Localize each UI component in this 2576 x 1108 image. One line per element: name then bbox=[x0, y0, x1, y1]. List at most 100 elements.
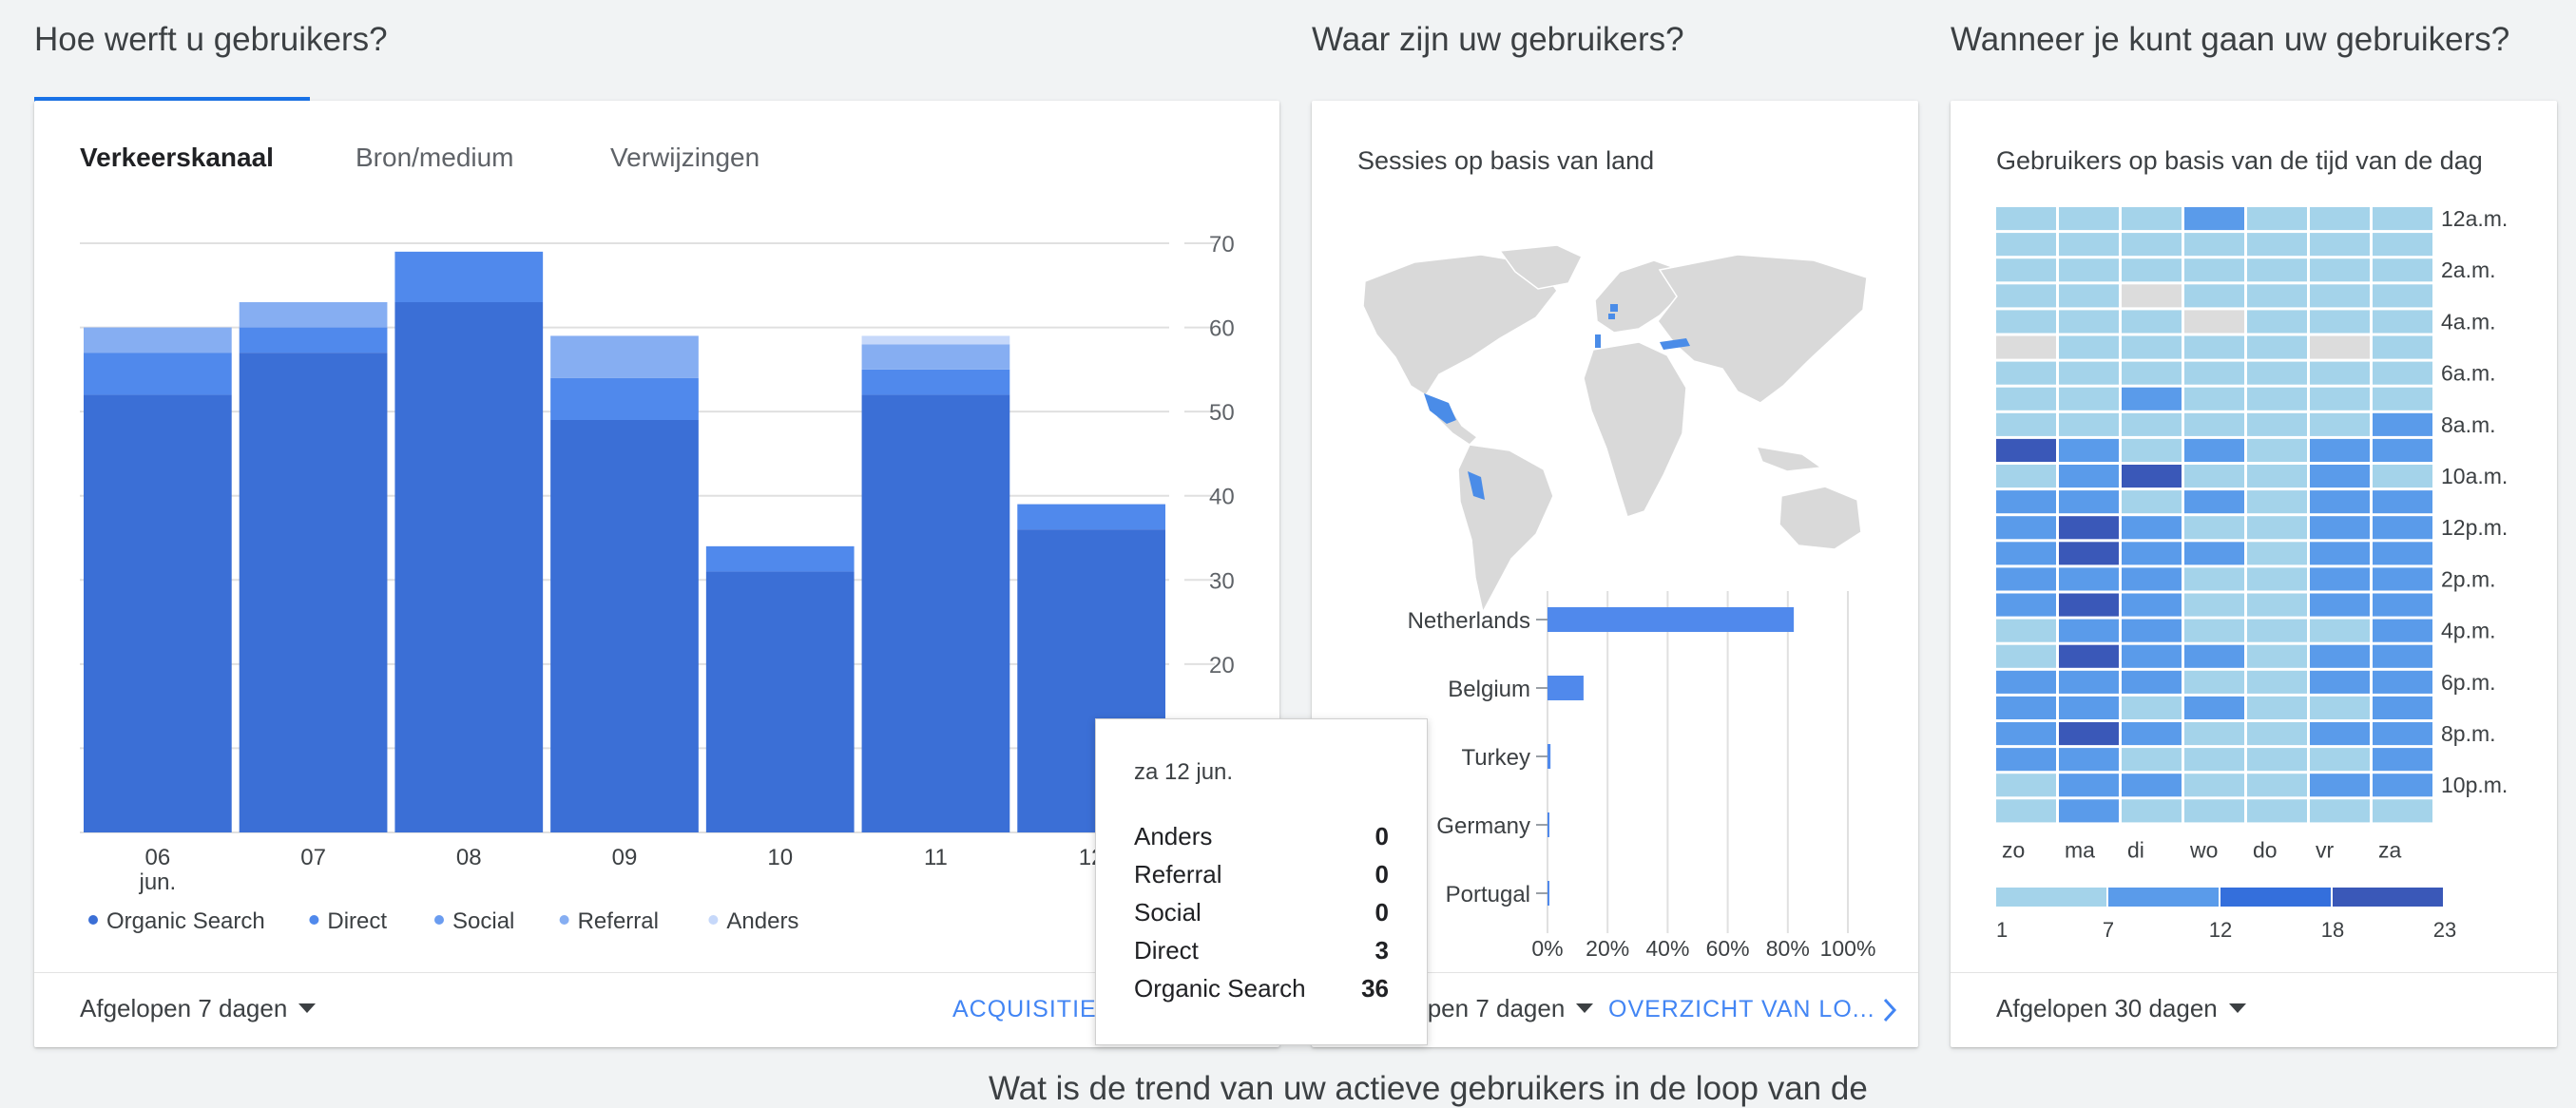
heatmap-cell bbox=[2184, 258, 2244, 282]
chevron-down-icon bbox=[2228, 1003, 2246, 1013]
heatmap-cell bbox=[2122, 567, 2182, 591]
heatmap-cell bbox=[2373, 387, 2432, 411]
heatmap-cell bbox=[2247, 696, 2307, 719]
heatmap-cell bbox=[2247, 722, 2307, 746]
heatmap-cell bbox=[2247, 516, 2307, 540]
heatmap-cell bbox=[2310, 284, 2370, 308]
heatmap-cell bbox=[1996, 593, 2056, 617]
y-tick-label: 30 bbox=[1209, 568, 1235, 594]
day-label: do bbox=[2253, 837, 2278, 862]
heatmap-cell bbox=[2310, 465, 2370, 488]
heatmap-cell bbox=[2310, 722, 2370, 746]
heatmap-cell bbox=[2122, 490, 2182, 514]
geo-card-footer: Afgelopen 7 dagen OVERZICHT VAN LO... bbox=[1312, 972, 1918, 1047]
heatmap-cell bbox=[2122, 361, 2182, 385]
day-label: zo bbox=[2002, 837, 2025, 862]
heatmap-cell bbox=[2184, 387, 2244, 411]
legend-tick-label: 18 bbox=[2321, 918, 2344, 942]
heatmap-cell bbox=[2184, 335, 2244, 359]
chevron-right-icon[interactable] bbox=[1882, 998, 1897, 1022]
heatmap-cell bbox=[2310, 542, 2370, 565]
bar-segment bbox=[861, 369, 1010, 395]
country-label: Turkey bbox=[1462, 745, 1530, 771]
time-date-range-label: Afgelopen 30 dagen bbox=[1996, 994, 2218, 1022]
hour-label: 4p.m. bbox=[2441, 619, 2496, 643]
heatmap-cell bbox=[2247, 310, 2307, 334]
bar-segment bbox=[861, 394, 1010, 832]
heatmap-cell bbox=[2373, 774, 2432, 797]
traffic-channel-chart: 01020304050607006jun.070809101112Organic… bbox=[80, 232, 1235, 934]
hour-label: 2p.m. bbox=[2441, 566, 2496, 591]
tab-bron-medium[interactable]: Bron/medium bbox=[356, 143, 514, 172]
heatmap-cell bbox=[2373, 233, 2432, 257]
legend-swatch bbox=[1996, 888, 2106, 907]
heatmap-cell bbox=[2373, 335, 2432, 359]
heatmap-cell bbox=[2059, 670, 2119, 694]
tooltip-row: Social 0 bbox=[1134, 898, 1389, 934]
heatmap-cell bbox=[2310, 387, 2370, 411]
heatmap-cell bbox=[2184, 361, 2244, 385]
time-date-range-dropdown[interactable]: Afgelopen 30 dagen bbox=[1996, 994, 2246, 1023]
day-label: wo bbox=[2189, 837, 2218, 862]
hour-label: 8a.m. bbox=[2441, 412, 2496, 437]
tab-verkeerskanaal[interactable]: Verkeerskanaal bbox=[80, 143, 274, 172]
bar-segment bbox=[861, 344, 1010, 370]
heatmap-cell bbox=[2373, 644, 2432, 668]
heatmap-cell bbox=[2310, 644, 2370, 668]
bar-segment bbox=[239, 353, 388, 832]
heatmap-cell bbox=[2373, 516, 2432, 540]
acquisition-card: Verkeerskanaal Bron/medium Verwijzingen … bbox=[34, 101, 1279, 1047]
tooltip-row-value: 36 bbox=[1361, 974, 1389, 1003]
heatmap-cell bbox=[2247, 335, 2307, 359]
hour-label: 4a.m. bbox=[2441, 309, 2496, 334]
heatmap-cell bbox=[2373, 284, 2432, 308]
geo-report-link[interactable]: OVERZICHT VAN LO... bbox=[1608, 996, 1875, 1022]
peru-highlight bbox=[1468, 471, 1485, 500]
day-label: di bbox=[2127, 837, 2144, 862]
heatmap-cell bbox=[2184, 465, 2244, 488]
legend-tick-label: 1 bbox=[1996, 918, 2008, 942]
tooltip-row: Organic Search 36 bbox=[1134, 974, 1389, 1010]
hour-label: 12p.m. bbox=[2441, 515, 2508, 540]
time-card: Gebruikers op basis van de tijd van de d… bbox=[1951, 101, 2557, 1047]
heatmap-cell bbox=[2184, 284, 2244, 308]
heatmap-cell bbox=[2373, 258, 2432, 282]
australia-shape bbox=[1778, 486, 1862, 550]
bar-segment bbox=[84, 327, 232, 353]
heatmap-cell bbox=[2184, 542, 2244, 565]
heatmap-cell bbox=[2184, 593, 2244, 617]
heatmap-cell bbox=[1996, 774, 2056, 797]
heatmap-cell bbox=[1996, 542, 2056, 565]
y-tick-label: 60 bbox=[1209, 316, 1235, 342]
legend-tick-label: 12 bbox=[2209, 918, 2232, 942]
heatmap-cell bbox=[2310, 516, 2370, 540]
heatmap-cell bbox=[2247, 619, 2307, 642]
heatmap-cell bbox=[2184, 799, 2244, 823]
chevron-down-icon bbox=[298, 1003, 317, 1013]
tab-verwijzingen[interactable]: Verwijzingen bbox=[610, 143, 760, 172]
heatmap-cell bbox=[2247, 799, 2307, 823]
x-tick-label: 07 bbox=[300, 845, 326, 870]
bar-segment bbox=[1017, 504, 1165, 530]
heatmap-cell bbox=[2059, 233, 2119, 257]
heatmap-cell bbox=[1996, 722, 2056, 746]
heatmap-cell bbox=[2122, 387, 2182, 411]
bar-segment bbox=[394, 251, 544, 302]
hour-label: 10a.m. bbox=[2441, 464, 2508, 488]
heatmap-cell bbox=[2310, 412, 2370, 436]
heatmap-cell bbox=[2310, 774, 2370, 797]
legend-marker bbox=[88, 915, 98, 925]
x-tick-label: 11 bbox=[924, 845, 948, 870]
x-tick-label: 40% bbox=[1645, 936, 1689, 961]
y-tick-label: 40 bbox=[1209, 485, 1235, 510]
heatmap-cell bbox=[1996, 490, 2056, 514]
tooltip-row-value: 0 bbox=[1375, 822, 1389, 850]
heatmap-cell bbox=[1996, 799, 2056, 823]
heatmap-cell bbox=[2122, 258, 2182, 282]
tooltip-row-label: Direct bbox=[1134, 936, 1199, 965]
heatmap-cell bbox=[2247, 774, 2307, 797]
acquisition-date-range-dropdown[interactable]: Afgelopen 7 dagen bbox=[80, 994, 317, 1023]
heatmap-cell bbox=[2122, 516, 2182, 540]
heatmap-cell bbox=[2122, 799, 2182, 823]
heatmap-cell bbox=[1996, 670, 2056, 694]
